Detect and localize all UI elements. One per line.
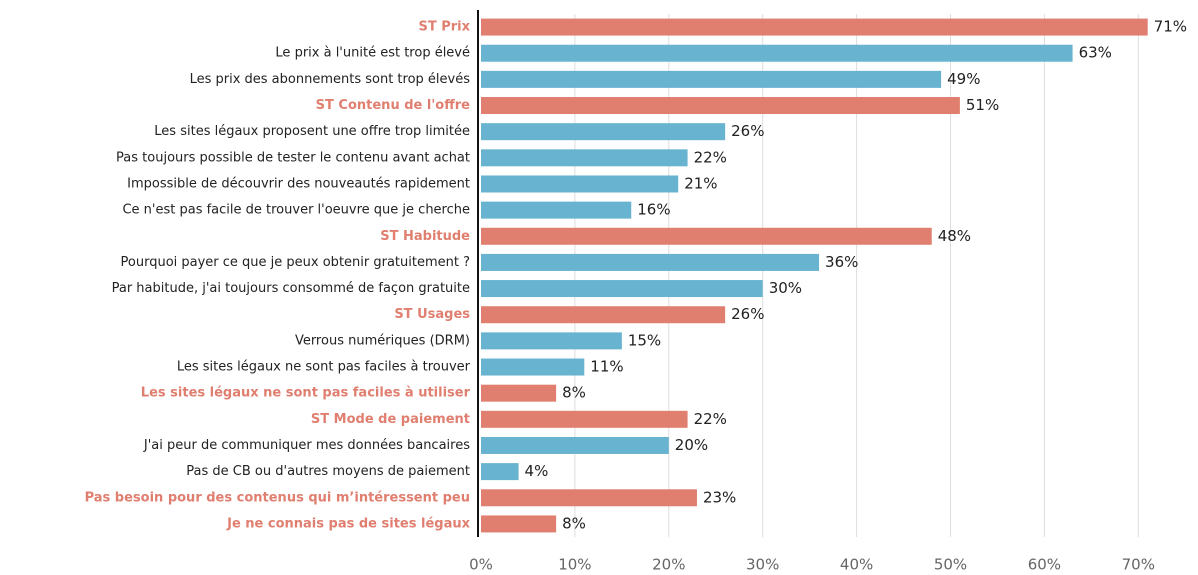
bar [481, 463, 519, 481]
bar [481, 410, 688, 428]
category-label: ST Prix [418, 20, 470, 35]
category-label: ST Mode de paiement [311, 412, 470, 427]
value-label: 30% [769, 279, 802, 297]
x-tick-label: 50% [934, 556, 967, 574]
value-label: 22% [694, 148, 727, 166]
x-tick-label: 30% [746, 556, 779, 574]
x-tick-label: 10% [558, 556, 591, 574]
category-label: Pas toujours possible de tester le conte… [116, 150, 470, 165]
category-label: ST Contenu de l'offre [316, 98, 471, 113]
category-label: Les prix des abonnements sont trop élevé… [190, 72, 471, 87]
x-tick-label: 0% [469, 556, 493, 574]
bar [481, 306, 726, 324]
x-tick-label: 40% [840, 556, 873, 574]
value-label: 22% [694, 410, 727, 428]
bar [481, 358, 585, 376]
value-label: 11% [590, 358, 623, 376]
category-label: ST Habitude [380, 229, 470, 244]
bar [481, 123, 726, 141]
value-label: 20% [675, 436, 708, 454]
category-label: Ce n'est pas facile de trouver l'oeuvre … [122, 203, 470, 218]
category-label: ST Usages [394, 307, 470, 322]
value-label: 21% [684, 174, 717, 192]
value-label: 71% [1154, 18, 1187, 36]
category-label: Pourquoi payer ce que je peux obtenir gr… [121, 255, 470, 270]
category-label: Pas besoin pour des contenus qui m’intér… [85, 490, 470, 505]
x-tick-label: 70% [1122, 556, 1155, 574]
category-label: Pas de CB ou d'autres moyens de paiement [186, 464, 470, 479]
value-label: 15% [628, 331, 661, 349]
value-label: 36% [825, 253, 858, 271]
value-label: 8% [562, 384, 586, 402]
value-label: 26% [731, 305, 764, 323]
category-label: Impossible de découvrir des nouveautés r… [127, 176, 470, 191]
bar [481, 44, 1073, 62]
bar [481, 97, 960, 115]
bar [481, 489, 697, 507]
category-label: Le prix à l'unité est trop élevé [275, 46, 470, 61]
bar [481, 70, 942, 88]
bar [481, 227, 932, 245]
x-tick-label: 20% [652, 556, 685, 574]
bar [481, 201, 632, 219]
value-label: 4% [525, 462, 549, 480]
bar [481, 384, 557, 402]
bar [481, 18, 1148, 36]
bar [481, 149, 688, 167]
bar [481, 436, 669, 454]
value-label: 16% [637, 201, 670, 219]
value-label: 8% [562, 514, 586, 532]
value-label: 23% [703, 488, 736, 506]
bar [481, 515, 557, 533]
bar [481, 175, 679, 193]
value-label: 63% [1079, 44, 1112, 62]
x-tick-label: 60% [1028, 556, 1061, 574]
value-label: 51% [966, 96, 999, 114]
value-label: 48% [938, 227, 971, 245]
category-label: Je ne connais pas de sites légaux [226, 516, 471, 531]
bar [481, 280, 763, 298]
bar [481, 253, 820, 271]
value-label: 49% [947, 70, 980, 88]
category-label: Les sites légaux ne sont pas faciles à u… [141, 386, 471, 401]
category-label: Par habitude, j'ai toujours consommé de … [112, 281, 470, 296]
bar [481, 332, 622, 350]
category-label: Les sites légaux ne sont pas faciles à t… [177, 360, 471, 375]
category-label: Les sites légaux proposent une offre tro… [154, 124, 470, 139]
category-label: Verrous numériques (DRM) [295, 333, 470, 348]
category-label: J'ai peur de communiquer mes données ban… [143, 438, 470, 453]
value-label: 26% [731, 122, 764, 140]
